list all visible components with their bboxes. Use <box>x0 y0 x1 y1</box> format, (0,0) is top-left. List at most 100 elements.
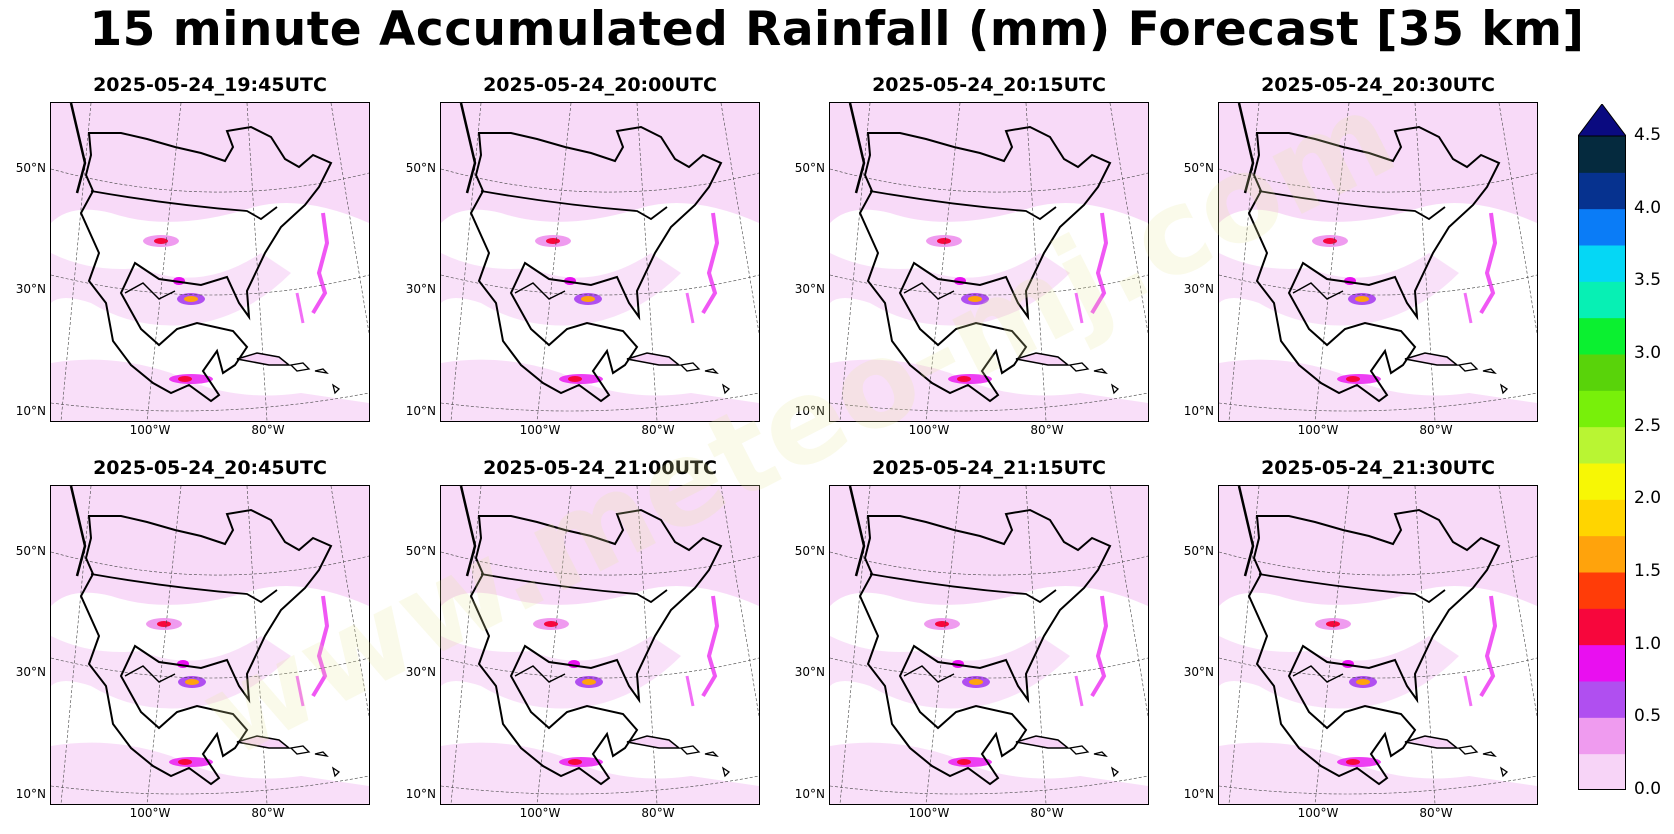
colorbar-segment <box>1578 245 1626 282</box>
latitude-label: 30°N <box>794 282 825 296</box>
panel-title: 2025-05-24_21:15UTC <box>872 457 1106 479</box>
map-panel: 2025-05-24_21:30UTC 50°N 30°N 10°N 100°W 80°W <box>1184 457 1538 820</box>
latitude-label: 30°N <box>794 665 825 679</box>
latitude-label: 10°N <box>794 787 825 801</box>
colorbar-tick-label: 1.0 <box>1634 633 1662 654</box>
longitude-label: 80°W <box>1030 806 1064 820</box>
longitude-label: 100°W <box>1297 806 1339 820</box>
map-panel: 2025-05-24_21:15UTC 50°N 30°N 10°N 100°W 80°W <box>795 457 1149 820</box>
panel-title: 2025-05-24_21:00UTC <box>483 457 717 479</box>
map-frame <box>829 102 1149 422</box>
map-panel: 2025-05-24_20:45UTC 50°N 30°N 10°N 100°W 80°W <box>16 457 370 820</box>
colorbar-tick-label: 3.0 <box>1634 343 1662 363</box>
colorbar <box>1578 104 1626 790</box>
colorbar-segment <box>1578 681 1626 718</box>
longitude-label: 80°W <box>1419 806 1453 820</box>
latitude-label: 10°N <box>15 404 46 418</box>
latitude-label: 30°N <box>1183 665 1214 679</box>
latitude-label: 50°N <box>794 544 825 558</box>
longitude-label: 100°W <box>129 806 171 820</box>
latitude-label: 10°N <box>15 787 46 801</box>
latitude-label: 30°N <box>15 282 46 296</box>
rainfall-map <box>51 103 369 421</box>
map-frame <box>50 102 370 422</box>
latitude-label: 30°N <box>15 665 46 679</box>
panel-title: 2025-05-24_20:30UTC <box>1261 74 1495 96</box>
panel-title: 2025-05-24_20:45UTC <box>93 457 327 479</box>
map-frame <box>829 485 1149 805</box>
longitude-label: 80°W <box>1030 423 1064 437</box>
colorbar-segment <box>1578 463 1626 500</box>
longitude-label: 80°W <box>641 423 675 437</box>
colorbar-segment <box>1578 172 1626 210</box>
latitude-label: 10°N <box>405 787 436 801</box>
map-frame <box>440 485 760 805</box>
longitude-label: 100°W <box>129 423 171 437</box>
map-panel: 2025-05-24_21:00UTC 50°N 30°N 10°N 100°W 80°W <box>406 457 760 820</box>
colorbar-segment <box>1578 499 1626 537</box>
colorbar-segment <box>1578 426 1626 464</box>
map-panel: 2025-05-24_20:00UTC 50°N 30°N 10°N 100°W 80°W <box>406 74 760 437</box>
colorbar-segment <box>1578 354 1626 391</box>
latitude-label: 30°N <box>405 282 436 296</box>
longitude-label: 100°W <box>519 806 561 820</box>
panel-title: 2025-05-24_19:45UTC <box>93 74 327 96</box>
latitude-label: 50°N <box>405 161 436 175</box>
map-frame <box>440 102 760 422</box>
colorbar-segment <box>1578 208 1626 246</box>
latitude-label: 50°N <box>15 544 46 558</box>
colorbar-segment <box>1578 136 1626 173</box>
longitude-label: 80°W <box>251 806 285 820</box>
colorbar-segment <box>1578 717 1626 755</box>
latitude-label: 50°N <box>794 161 825 175</box>
colorbar-segment <box>1578 572 1626 609</box>
longitude-label: 100°W <box>1297 423 1339 437</box>
longitude-label: 100°W <box>908 423 950 437</box>
colorbar-tick-label: 4.0 <box>1634 197 1662 218</box>
latitude-label: 10°N <box>794 404 825 418</box>
map-panel: 2025-05-24_20:30UTC 50°N 30°N 10°N 100°W 80°W <box>1184 74 1538 437</box>
colorbar-extend-arrow <box>1578 104 1626 137</box>
rainfall-map <box>1219 103 1537 421</box>
panel-title: 2025-05-24_20:00UTC <box>483 74 717 96</box>
colorbar-segment <box>1578 608 1626 646</box>
colorbar-tick-label: 0.5 <box>1634 706 1662 727</box>
map-frame <box>1218 485 1538 805</box>
colorbar-segment <box>1578 753 1626 790</box>
map-panel: 2025-05-24_19:45UTC 50°N 30°N 10°N 100°W 80°W <box>16 74 370 437</box>
colorbar-outline <box>1578 135 1626 790</box>
colorbar-segment <box>1578 281 1626 319</box>
colorbar-tick-label: 2.5 <box>1634 415 1662 436</box>
longitude-label: 100°W <box>519 423 561 437</box>
longitude-label: 80°W <box>251 423 285 437</box>
latitude-label: 50°N <box>405 544 436 558</box>
rainfall-map <box>441 486 759 804</box>
colorbar-segment <box>1578 390 1626 428</box>
latitude-label: 10°N <box>1183 404 1214 418</box>
latitude-label: 10°N <box>1183 787 1214 801</box>
panel-title: 2025-05-24_20:15UTC <box>872 74 1106 96</box>
colorbar-tick-label: 4.5 <box>1634 125 1662 145</box>
colorbar-tick-label: 3.5 <box>1634 270 1662 291</box>
colorbar-segment <box>1578 644 1626 682</box>
colorbar-segment <box>1578 317 1626 355</box>
rainfall-map <box>830 486 1148 804</box>
rainfall-map <box>51 486 369 804</box>
map-frame <box>50 485 370 805</box>
latitude-label: 30°N <box>1183 282 1214 296</box>
rainfall-map <box>830 103 1148 421</box>
colorbar-segment <box>1578 535 1626 573</box>
colorbar-tick-label: 2.0 <box>1634 488 1662 509</box>
latitude-label: 50°N <box>1183 544 1214 558</box>
figure-title: 15 minute Accumulated Rainfall (mm) Fore… <box>89 2 1585 57</box>
longitude-label: 100°W <box>908 806 950 820</box>
latitude-label: 50°N <box>1183 161 1214 175</box>
longitude-label: 80°W <box>641 806 675 820</box>
latitude-label: 50°N <box>15 161 46 175</box>
panel-title: 2025-05-24_21:30UTC <box>1261 457 1495 479</box>
map-panel: 2025-05-24_20:15UTC 50°N 30°N 10°N 100°W 80°W <box>795 74 1149 437</box>
latitude-label: 30°N <box>405 665 436 679</box>
rainfall-map <box>441 103 759 421</box>
colorbar-tick-label: 0.0 <box>1634 779 1662 799</box>
colorbar-tick-label: 1.5 <box>1634 561 1662 581</box>
